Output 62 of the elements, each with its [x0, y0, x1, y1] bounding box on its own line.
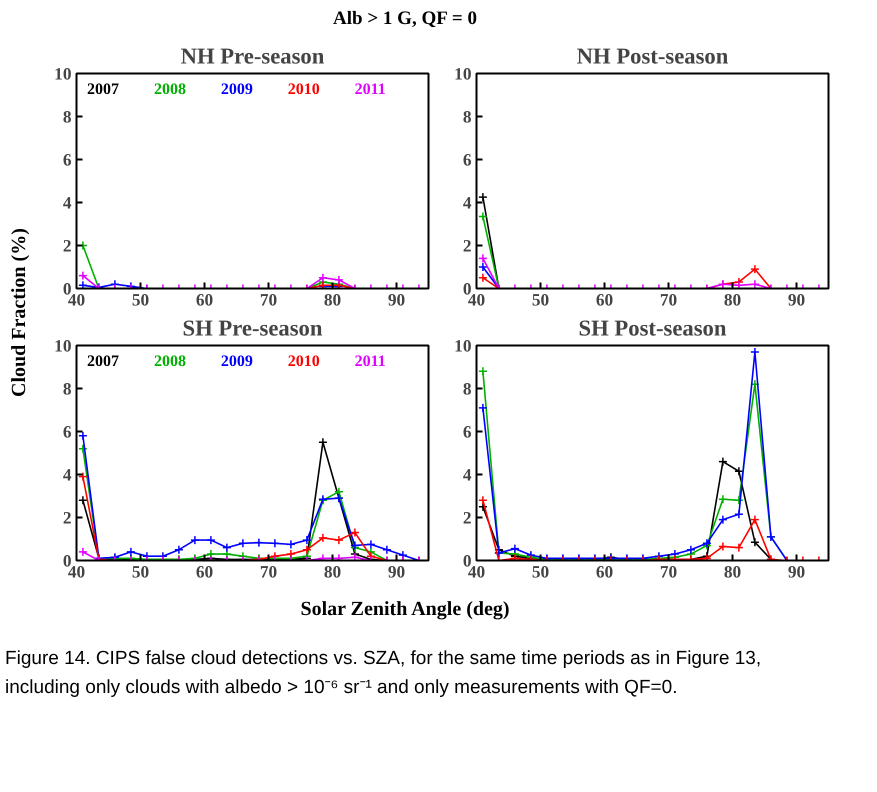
x-tick-label: 80: [724, 562, 742, 582]
chart-title: NH Pre-season: [180, 44, 325, 68]
text: 2008: [154, 81, 186, 98]
x-tick-label: 90: [788, 562, 806, 582]
y-tick-label: 6: [62, 422, 72, 442]
x-tick-label: 80: [324, 290, 342, 310]
x-tick-label: 50: [132, 562, 150, 582]
x-tick-label: 60: [196, 290, 214, 310]
chart-title: NH Post-season: [576, 44, 729, 68]
text: 2010: [288, 81, 320, 98]
y-tick-label: 4: [62, 466, 72, 484]
y-tick-label: 2: [462, 508, 472, 528]
text: 2011: [354, 81, 386, 98]
y-tick-label: 0: [462, 552, 472, 570]
text: 2009: [220, 81, 253, 98]
y-tick-label: 10: [54, 336, 72, 356]
y-tick-label: 4: [62, 194, 72, 212]
text: 2011: [354, 353, 386, 370]
x-tick-label: 90: [788, 290, 806, 310]
y-tick-label: 10: [54, 64, 72, 84]
y-tick-label: 6: [462, 422, 472, 442]
text: 2010: [288, 353, 320, 370]
y-tick-label: 6: [462, 150, 472, 170]
x-tick-label: 50: [132, 290, 150, 310]
x-tick-label: 70: [260, 562, 278, 582]
y-tick-label: 4: [462, 466, 472, 484]
x-tick-label: 60: [596, 562, 614, 582]
y-tick-label: 0: [62, 552, 72, 570]
x-tick-label: 50: [532, 290, 550, 310]
y-tick-label: 2: [462, 236, 472, 256]
y-tick-label: 0: [62, 280, 72, 298]
y-axis-title: Cloud Fraction (%): [7, 228, 31, 398]
y-tick-label: 8: [62, 108, 72, 126]
legend-label: 2007: [87, 81, 120, 98]
x-tick-label: 50: [532, 562, 550, 582]
x-tick-label: 70: [660, 290, 678, 310]
caption: Figure 14. CIPS false cloud detections vs. SZA, for the same time periods as in Figure 13, including only clouds with albedo > 10⁻⁶ sr⁻¹ and only measurements with QF=0.: [5, 647, 762, 700]
x-tick-label: 90: [388, 290, 406, 310]
y-tick-label: 8: [462, 108, 472, 126]
text: 2009: [220, 353, 253, 370]
x-tick-label: 70: [260, 290, 278, 310]
x-tick-label: 60: [596, 290, 614, 310]
text: 2008: [154, 353, 186, 370]
chart-title: SH Post-season: [578, 316, 727, 340]
x-tick-label: 70: [660, 562, 678, 582]
y-tick-label: 2: [62, 236, 72, 256]
x-tick-label: 60: [196, 562, 214, 582]
x-tick-label: 90: [388, 562, 406, 582]
y-tick-label: 10: [454, 64, 472, 84]
y-tick-label: 2: [62, 508, 72, 528]
x-axis-title: Solar Zenith Angle (deg): [300, 597, 510, 622]
chart-title: SH Pre-season: [182, 316, 323, 340]
y-tick-label: 6: [62, 150, 72, 170]
y-tick-label: 8: [462, 380, 472, 398]
y-tick-label: 4: [462, 194, 472, 212]
y-tick-label: 10: [454, 336, 472, 356]
x-tick-label: 80: [324, 562, 342, 582]
y-tick-label: 8: [62, 380, 72, 398]
legend-label: 2007: [87, 353, 120, 370]
text: Alb > 1 G, QF = 0: [333, 7, 477, 31]
x-tick-label: 80: [724, 290, 742, 310]
y-tick-label: 0: [462, 280, 472, 298]
